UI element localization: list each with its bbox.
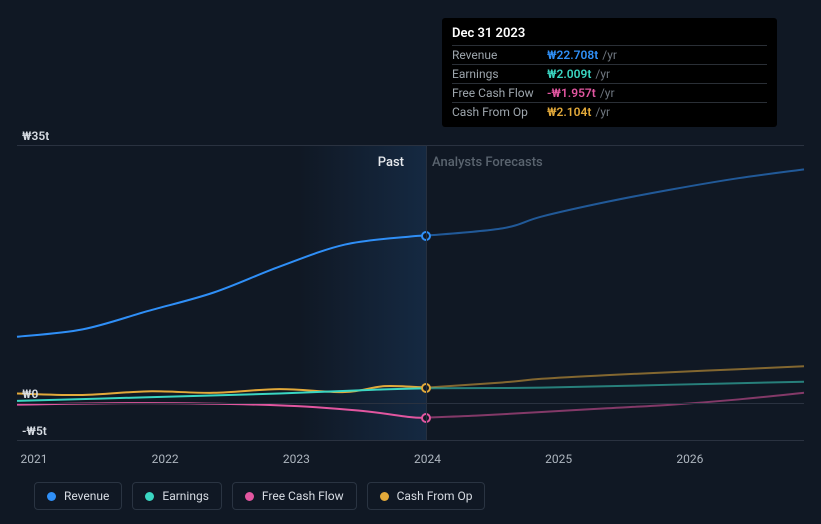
x-tick-label: 2022 xyxy=(152,452,179,466)
legend-item-earnings[interactable]: Earnings xyxy=(132,482,222,510)
tooltip-row-earnings: Earnings₩2.009t/yr xyxy=(452,64,767,83)
legend-dot-icon xyxy=(380,492,389,501)
x-tick-label: 2025 xyxy=(545,452,572,466)
tooltip-row-suffix: /yr xyxy=(600,86,615,100)
gridline xyxy=(17,440,804,441)
tooltip-row-value: ₩2.104t xyxy=(547,105,591,119)
legend-dot-icon xyxy=(145,492,154,501)
x-tick-label: 2024 xyxy=(414,452,441,466)
tooltip-row-label: Earnings xyxy=(452,67,547,81)
tooltip-row-suffix: /yr xyxy=(602,48,617,62)
y-tick-label: -₩5t xyxy=(22,424,47,438)
x-tick-label: 2023 xyxy=(283,452,310,466)
free_cash_flow-line-past xyxy=(17,403,426,418)
earnings-line-forecast xyxy=(426,382,804,389)
tooltip-row-label: Revenue xyxy=(452,48,547,62)
chart-tooltip: Dec 31 2023 Revenue₩22.708t/yrEarnings₩2… xyxy=(442,18,777,127)
legend-label: Revenue xyxy=(64,489,109,503)
free_cash_flow-line-forecast xyxy=(426,393,804,418)
legend-dot-icon xyxy=(47,492,56,501)
tooltip-rows: Revenue₩22.708t/yrEarnings₩2.009t/yrFree… xyxy=(452,45,767,121)
tooltip-row-cash_from_op: Cash From Op₩2.104t/yr xyxy=(452,102,767,121)
tooltip-row-suffix: /yr xyxy=(595,67,610,81)
chart-legend: Revenue Earnings Free Cash Flow Cash From O… xyxy=(34,482,485,510)
legend-label: Free Cash Flow xyxy=(262,489,344,503)
revenue-line-forecast xyxy=(426,169,804,235)
legend-item-free_cash_flow[interactable]: Free Cash Flow xyxy=(232,482,357,510)
gridline xyxy=(17,403,804,404)
tooltip-row-value: ₩2.009t xyxy=(547,67,591,81)
x-tick-label: 2021 xyxy=(21,452,48,466)
y-tick-label: ₩35t xyxy=(22,129,49,143)
tooltip-row-free_cash_flow: Free Cash Flow-₩1.957t/yr xyxy=(452,83,767,102)
cash_from_op-line-forecast xyxy=(426,366,804,387)
legend-label: Cash From Op xyxy=(397,489,473,503)
x-tick-label: 2026 xyxy=(676,452,703,466)
tooltip-row-value: -₩1.957t xyxy=(547,86,596,100)
y-tick-label: ₩0 xyxy=(22,387,38,401)
past-forecast-divider xyxy=(426,145,427,440)
legend-item-revenue[interactable]: Revenue xyxy=(34,482,122,510)
legend-item-cash_from_op[interactable]: Cash From Op xyxy=(367,482,486,510)
chart-lines-svg xyxy=(17,145,804,440)
tooltip-row-value: ₩22.708t xyxy=(547,48,598,62)
tooltip-row-revenue: Revenue₩22.708t/yr xyxy=(452,45,767,64)
tooltip-row-suffix: /yr xyxy=(595,105,610,119)
legend-label: Earnings xyxy=(162,489,209,503)
gridline xyxy=(17,145,804,146)
x-axis: 202120222023202420252026 xyxy=(34,452,787,470)
section-label-forecast: Analysts Forecasts xyxy=(432,155,543,170)
legend-dot-icon xyxy=(245,492,254,501)
earnings-revenue-chart: Past Analysts Forecasts 2021 2022 2023 2024… xyxy=(17,0,804,524)
tooltip-row-label: Free Cash Flow xyxy=(452,86,547,100)
plot-area[interactable] xyxy=(17,145,804,440)
revenue-line-past xyxy=(17,236,426,337)
tooltip-date: Dec 31 2023 xyxy=(452,26,767,45)
section-label-past: Past xyxy=(378,155,404,170)
tooltip-row-label: Cash From Op xyxy=(452,105,547,119)
